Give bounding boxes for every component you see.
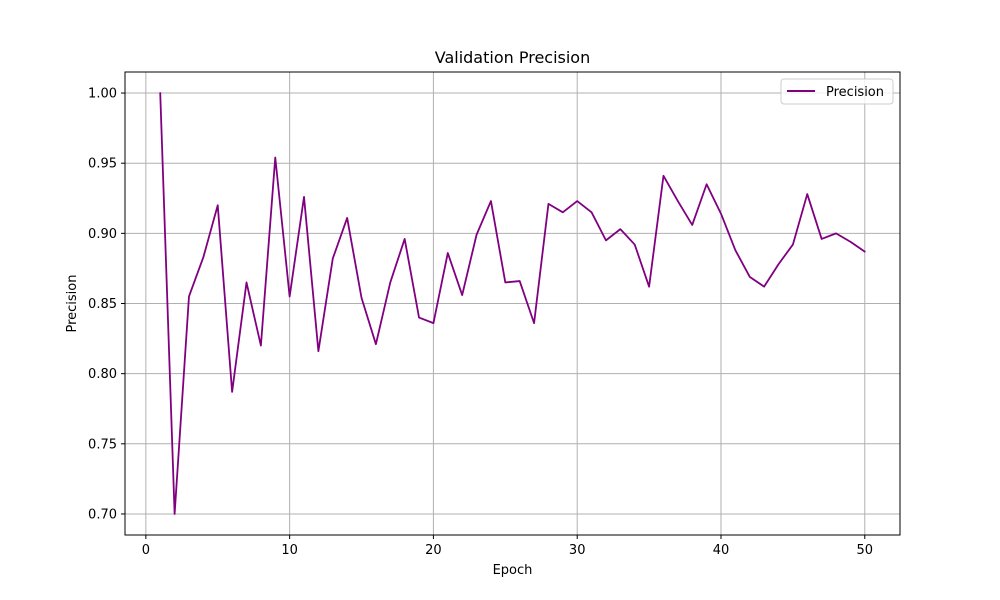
series-layer <box>159 92 866 515</box>
chart-title: Validation Precision <box>435 48 590 67</box>
x-tick-label: 30 <box>569 543 586 558</box>
y-tick-label: 0.95 <box>88 157 117 172</box>
grid <box>125 72 900 535</box>
y-axis-label: Precision <box>65 274 80 332</box>
x-axis-label: Epoch <box>493 563 533 578</box>
legend-label-precision: Precision <box>826 85 884 100</box>
y-tick-label: 0.80 <box>88 367 117 382</box>
x-tick-label: 50 <box>856 543 873 558</box>
y-tick-label: 0.70 <box>88 507 117 522</box>
y-tick-label: 0.75 <box>88 437 117 452</box>
x-tick-label: 40 <box>713 543 730 558</box>
legend-box <box>780 78 894 105</box>
y-tick-label: 0.85 <box>88 297 117 312</box>
axis-ticks: 0 10 20 30 40 50 0.70 0.75 0.80 0.85 0.90 0.95 1.00 <box>88 87 873 558</box>
x-tick-label: 20 <box>425 543 442 558</box>
x-tick-label: 0 <box>142 543 150 558</box>
y-tick-label: 0.90 <box>88 227 117 242</box>
y-tick-label: 1.00 <box>88 87 117 102</box>
series-line-precision <box>159 92 866 515</box>
legend: Precision <box>780 78 894 105</box>
x-tick-label: 10 <box>281 543 298 558</box>
